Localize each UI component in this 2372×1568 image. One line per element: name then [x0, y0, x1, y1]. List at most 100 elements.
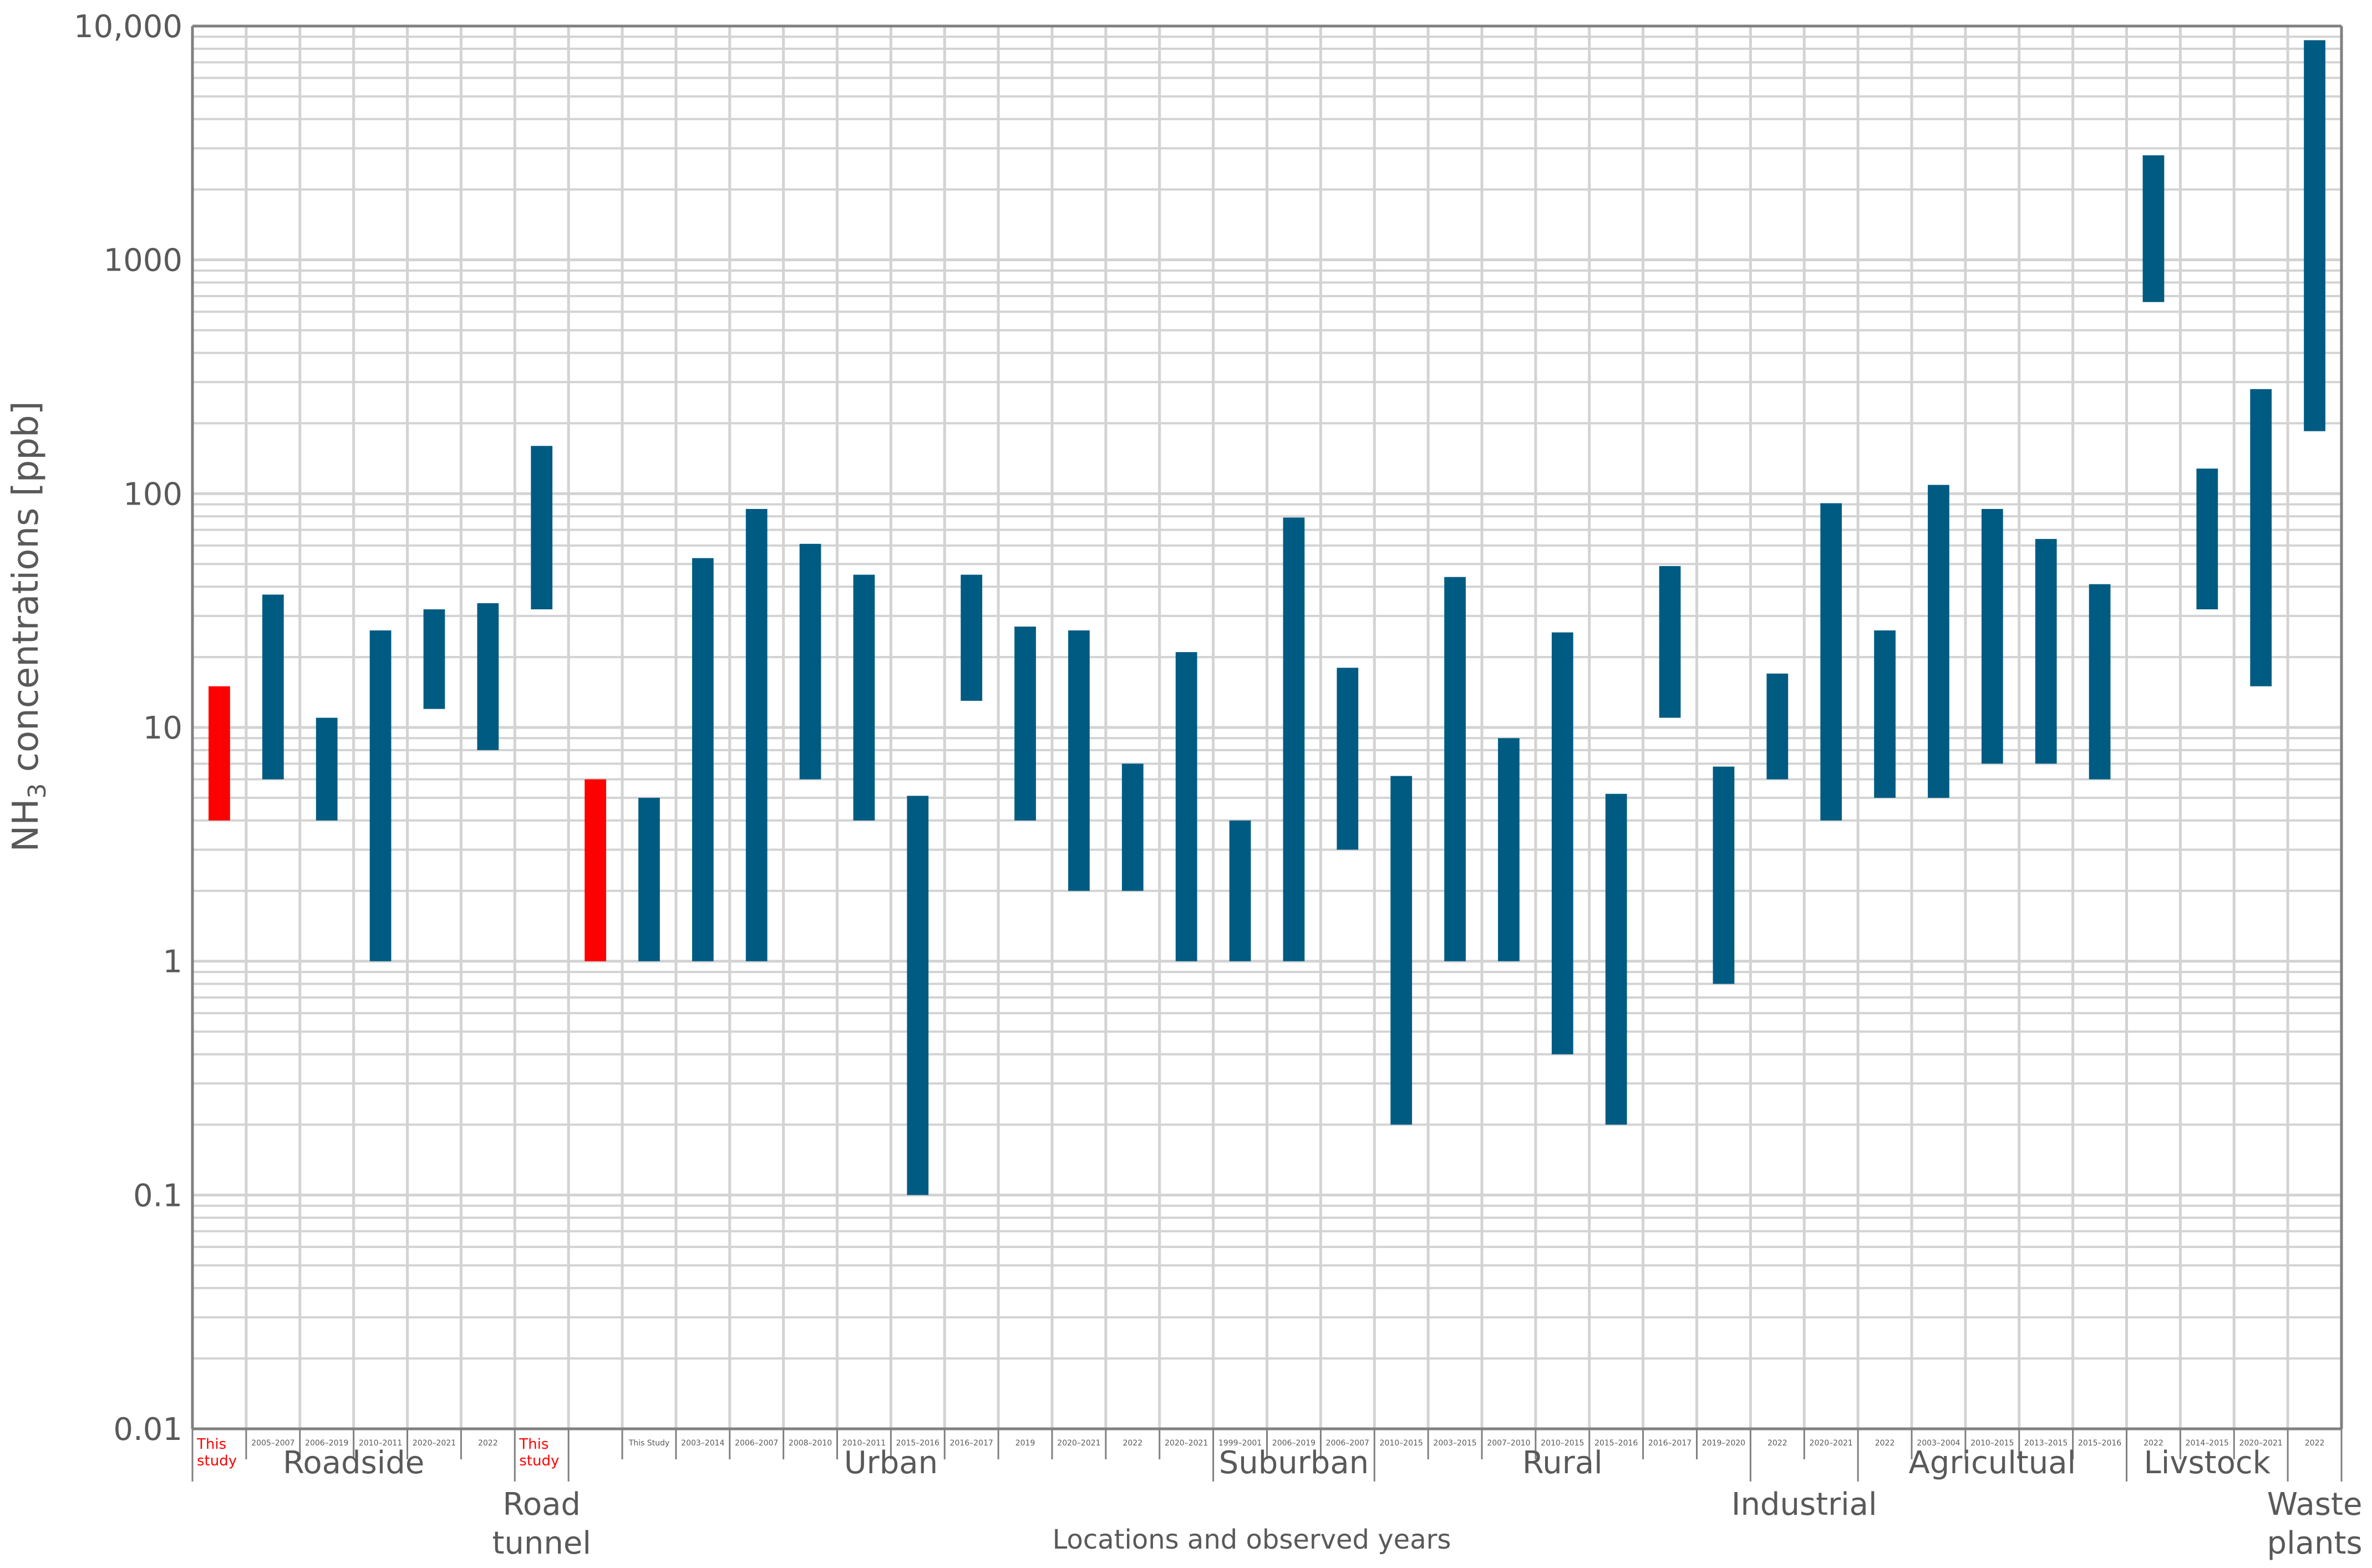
range-bar — [2250, 389, 2272, 686]
range-bar — [961, 574, 983, 701]
x-tick-label: 2003–2004 — [1917, 1439, 1960, 1448]
x-tick-label: 2015–2016 — [896, 1439, 939, 1448]
group-label: plants — [2267, 1525, 2363, 1561]
group-label: Roadside — [283, 1445, 424, 1481]
range-bar — [1551, 632, 1573, 1055]
range-bar — [262, 594, 284, 780]
x-tick-label: 2019 — [1015, 1439, 1035, 1448]
this-study-label: study — [197, 1453, 237, 1469]
x-tick-label: 2010–2015 — [1970, 1439, 2014, 1448]
x-tick-label: 2020–2021 — [1810, 1439, 1853, 1448]
this-study-range-bar — [585, 779, 606, 961]
x-tick-label: 2006–2007 — [1326, 1439, 1369, 1448]
x-tick-labels: 2005–2007 2006–2019 2010–2011 2020–2021 2022… — [196, 1436, 2324, 1469]
x-tick-label: 2010–2015 — [1380, 1439, 1423, 1448]
range-bar — [1659, 566, 1681, 718]
x-tick-label: 2010–2011 — [842, 1439, 886, 1448]
range-bar — [423, 609, 445, 709]
this-study-range-bar — [209, 686, 230, 821]
range-bar — [2089, 584, 2111, 780]
group-label: Agricultual — [1909, 1445, 2076, 1481]
x-tick-label: 2003–2015 — [1433, 1439, 1476, 1448]
x-tick-label: 2020–2021 — [1057, 1439, 1100, 1448]
x-tick-label: 2016–2017 — [950, 1439, 993, 1448]
range-bar — [1498, 738, 1520, 961]
x-tick-label: 2022 — [478, 1439, 498, 1448]
x-tick-label: 2015–2016 — [2078, 1439, 2121, 1448]
y-tick-label: 1 — [162, 944, 182, 980]
this-study-label: This — [519, 1436, 548, 1453]
range-bar — [907, 796, 929, 1195]
group-label: tunnel — [492, 1525, 591, 1561]
range-bar — [2196, 469, 2218, 609]
x-tick-label: 2020–2021 — [1165, 1439, 1208, 1448]
range-bar — [1820, 503, 1842, 821]
grid-lines — [192, 26, 2341, 1430]
group-label: Livstock — [2144, 1445, 2271, 1481]
range-bar — [1121, 763, 1144, 891]
x-tick-label: 2022 — [2144, 1439, 2163, 1448]
range-bar — [1605, 793, 1627, 1125]
range-bar — [1283, 517, 1305, 961]
x-tick-label: 2022 — [1767, 1439, 1787, 1448]
range-bar — [1014, 627, 1036, 821]
y-tick-label: 0.1 — [133, 1178, 182, 1214]
group-label: Urban — [844, 1445, 938, 1481]
range-bar — [1337, 668, 1359, 850]
range-bar — [1713, 766, 1735, 984]
x-tick-label: 2022 — [1875, 1439, 1895, 1448]
y-tick-label: 0.01 — [113, 1412, 182, 1448]
range-bar — [745, 508, 768, 961]
y-tick-label: 1000 — [103, 243, 182, 279]
x-tick-label: 2016–2017 — [1648, 1439, 1692, 1448]
y-tick-labels: 0.01 0.1 1 10 100 1000 10,000 — [74, 9, 182, 1448]
x-tick-label: 2006–2019 — [1272, 1439, 1315, 1448]
range-bar — [531, 446, 553, 609]
range-bar — [1981, 508, 2003, 764]
x-tick-label: 2010–2011 — [359, 1439, 402, 1448]
x-tick-label: 2015–2016 — [1594, 1439, 1638, 1448]
x-tick-label: 2005–2007 — [251, 1439, 294, 1448]
range-bar — [1175, 652, 1197, 961]
group-label: Waste — [2267, 1486, 2363, 1523]
range-bar — [1390, 776, 1413, 1125]
range-bar — [799, 543, 821, 780]
x-tick-label: This Study — [628, 1439, 669, 1448]
x-tick-label: 2020–2021 — [413, 1439, 456, 1448]
x-axis-label: Locations and observed years — [1053, 1524, 1451, 1555]
range-bar — [1928, 485, 1949, 798]
x-tick-label: 2008–2010 — [789, 1439, 832, 1448]
x-tick-label: 1999–2001 — [1218, 1439, 1262, 1448]
y-axis-label: NH3 concentrations [ppb] — [6, 401, 52, 852]
range-bar — [638, 797, 660, 961]
range-bar — [316, 717, 338, 821]
range-bar — [2304, 40, 2325, 431]
this-study-label: study — [519, 1453, 559, 1469]
x-tick-label: 2022 — [1122, 1439, 1142, 1448]
range-bar — [477, 603, 499, 750]
axes — [191, 24, 2343, 1459]
range-bars — [209, 40, 2325, 1195]
y-axis-label-subscript: 3 — [23, 783, 52, 799]
range-bar — [692, 558, 714, 961]
x-tick-label: 2010–2015 — [1541, 1439, 1584, 1448]
range-bar — [2142, 155, 2165, 302]
group-label: Road — [502, 1486, 581, 1523]
x-tick-label: 2003–2014 — [681, 1439, 724, 1448]
x-tick-label: 2022 — [2305, 1439, 2325, 1448]
range-bar — [1874, 630, 1896, 798]
y-tick-label: 10,000 — [74, 9, 182, 45]
this-study-label: This — [196, 1436, 226, 1453]
range-bar — [369, 630, 392, 961]
x-tick-label: 2019–2020 — [1702, 1439, 1745, 1448]
range-bar — [1444, 577, 1466, 961]
range-bar — [1766, 673, 1789, 780]
x-tick-label: 2014–2015 — [2186, 1439, 2229, 1448]
x-tick-label: 2007–2010 — [1487, 1439, 1530, 1448]
y-tick-label: 10 — [143, 710, 182, 746]
x-tick-label: 2006–2019 — [305, 1439, 348, 1448]
range-bar — [1068, 630, 1090, 891]
group-label: Rural — [1522, 1445, 1603, 1481]
